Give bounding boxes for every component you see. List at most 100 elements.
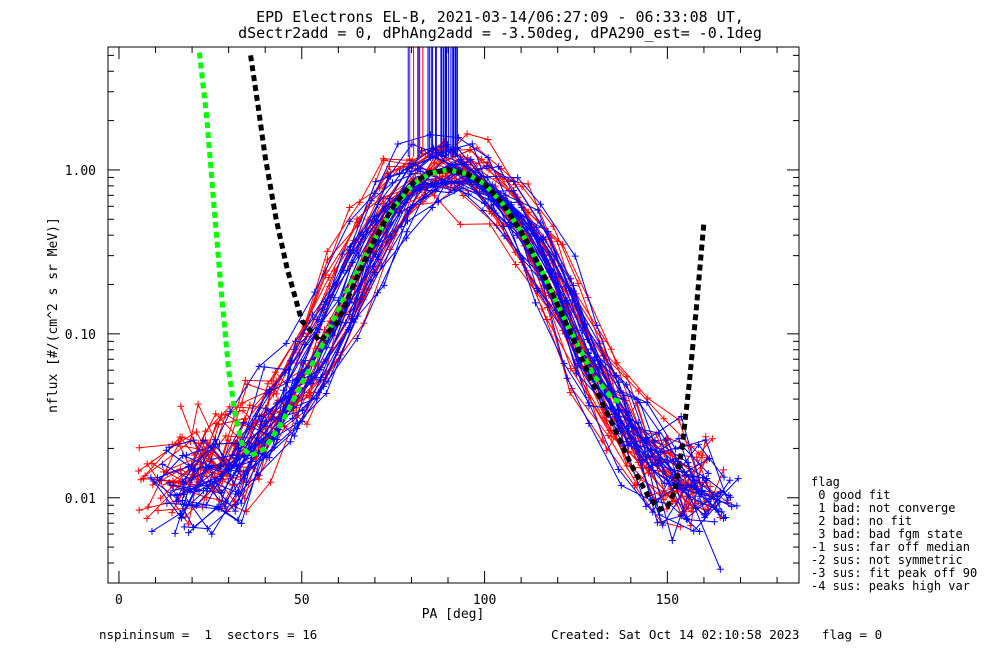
data-point-red	[239, 406, 247, 414]
data-point-blue	[627, 442, 635, 450]
data-point-blue	[185, 529, 193, 537]
x-tick-label: 100	[473, 593, 496, 608]
data-point-blue	[659, 521, 667, 529]
data-point-blue	[280, 386, 288, 394]
data-point-red	[140, 475, 148, 483]
data-point-blue	[172, 497, 180, 505]
data-point-blue	[289, 377, 297, 385]
data-point-blue	[519, 255, 527, 263]
data-point-blue	[534, 206, 542, 214]
data-point-red	[708, 435, 716, 443]
data-point-blue	[726, 476, 734, 484]
fit-curve-black	[248, 54, 707, 513]
data-point-red	[634, 387, 642, 395]
data-point-blue	[495, 163, 503, 171]
data-point-blue	[694, 497, 702, 505]
data-point-blue	[293, 419, 301, 427]
data-point-blue	[177, 509, 185, 517]
x-tick-label: 50	[294, 593, 310, 608]
legend-title: flag	[811, 475, 840, 489]
data-point-blue	[311, 288, 319, 296]
data-point-blue	[356, 238, 364, 246]
data-point-blue	[180, 491, 188, 499]
data-point-blue	[192, 501, 200, 509]
data-point-blue	[484, 195, 492, 203]
data-point-blue	[313, 394, 321, 402]
data-point-red	[662, 489, 670, 497]
data-point-blue	[190, 436, 198, 444]
data-point-blue	[636, 399, 644, 407]
legend-item: -2 sus: not symmetric	[811, 553, 963, 567]
data-point-blue	[148, 527, 156, 535]
data-point-red	[176, 433, 184, 441]
data-point-blue	[169, 481, 177, 489]
data-point-blue	[417, 186, 425, 194]
data-point-blue	[216, 461, 224, 469]
data-point-blue	[207, 455, 215, 463]
data-point-blue	[615, 378, 623, 386]
data-point-red	[148, 459, 156, 467]
data-point-blue	[619, 395, 627, 403]
data-point-blue	[406, 170, 414, 178]
data-point-red	[631, 482, 639, 490]
data-point-blue	[649, 508, 657, 516]
data-point-blue	[500, 232, 508, 240]
data-point-blue	[234, 489, 242, 497]
data-point-blue	[680, 469, 688, 477]
data-point-blue	[282, 339, 290, 347]
data-point-blue	[696, 528, 704, 536]
data-point-blue	[484, 154, 492, 162]
data-point-blue	[596, 361, 604, 369]
data-point-blue	[367, 277, 375, 285]
data-point-blue	[301, 357, 309, 365]
data-point-blue	[510, 177, 518, 185]
footer-created-info: Created: Sat Oct 14 02:10:58 2023 flag =…	[551, 627, 883, 642]
data-point-blue	[159, 460, 167, 468]
data-point-red	[512, 260, 520, 268]
chart-title-line-2: dSectr2add = 0, dPhAng2add = -3.50deg, d…	[238, 24, 762, 42]
data-point-blue	[199, 486, 207, 494]
data-point-blue	[353, 335, 361, 343]
data-point-blue	[702, 436, 710, 444]
data-point-red	[157, 494, 165, 502]
data-point-red	[623, 373, 631, 381]
data-point-blue	[465, 190, 473, 198]
data-point-blue	[237, 519, 245, 527]
data-point-blue	[662, 436, 670, 444]
data-point-blue	[434, 197, 442, 205]
data-point-red	[379, 155, 387, 163]
data-point-red	[430, 192, 438, 200]
data-point-blue	[378, 262, 386, 270]
data-point-blue	[719, 515, 727, 523]
data-point-red	[353, 215, 361, 223]
data-point-blue	[308, 373, 316, 381]
data-point-blue	[256, 413, 264, 421]
data-point-blue	[563, 374, 571, 382]
data-point-blue	[533, 285, 541, 293]
data-point-blue	[623, 438, 631, 446]
data-point-blue	[180, 523, 188, 531]
data-point-blue	[733, 502, 741, 510]
data-point-blue	[255, 362, 263, 370]
data-point-red	[303, 420, 311, 428]
legend-item: 1 bad: not converge	[811, 501, 956, 515]
data-point-blue	[725, 491, 733, 499]
data-point-red	[603, 446, 611, 454]
data-point-blue	[260, 363, 268, 371]
data-point-blue	[467, 155, 475, 163]
data-point-blue	[150, 477, 158, 485]
data-point-blue	[403, 228, 411, 236]
data-point-blue	[221, 503, 229, 511]
x-tick-label: 150	[656, 593, 679, 608]
data-point-red	[135, 506, 143, 514]
data-point-blue	[171, 529, 179, 537]
data-point-blue	[273, 399, 281, 407]
data-point-blue	[704, 469, 712, 477]
data-point-blue	[262, 404, 270, 412]
data-point-red	[143, 460, 151, 468]
data-point-blue	[585, 349, 593, 357]
data-point-blue	[612, 372, 620, 380]
data-point-blue	[616, 387, 624, 395]
data-point-red	[267, 478, 275, 486]
